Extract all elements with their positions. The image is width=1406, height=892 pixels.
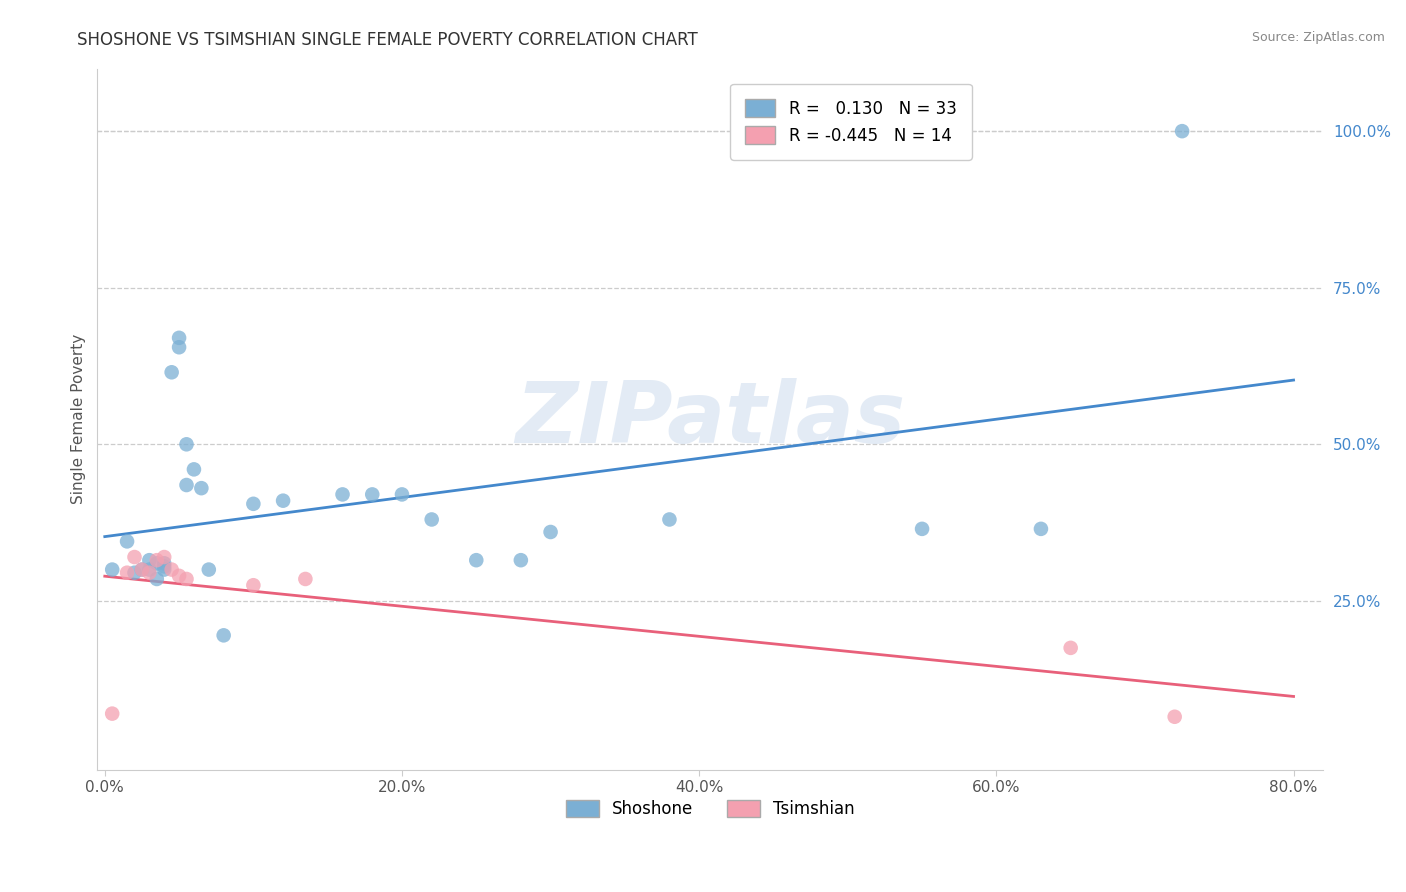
Point (146, 553, 169, 567)
Point (212, 628, 235, 642)
Point (167, 569, 190, 583)
Point (153, 549, 176, 564)
Point (160, 365, 183, 379)
Point (101, 563, 124, 577)
Point (658, 512, 681, 526)
Point (138, 553, 160, 567)
Point (332, 487, 354, 501)
Point (131, 563, 153, 577)
Point (294, 572, 316, 586)
Point (361, 487, 384, 501)
Point (153, 559, 176, 574)
Point (153, 563, 176, 577)
Point (138, 563, 160, 577)
Point (176, 572, 198, 586)
Point (131, 563, 153, 577)
Point (1059, 640, 1081, 655)
Point (1171, 124, 1194, 138)
Point (183, 462, 205, 476)
Point (167, 331, 190, 345)
Point (1029, 522, 1052, 536)
Legend: Shoshone, Tsimshian: Shoshone, Tsimshian (558, 793, 862, 825)
Point (271, 493, 294, 508)
Point (465, 553, 488, 567)
Point (420, 512, 443, 526)
Point (242, 497, 264, 511)
Text: SHOSHONE VS TSIMSHIAN SINGLE FEMALE POVERTY CORRELATION CHART: SHOSHONE VS TSIMSHIAN SINGLE FEMALE POVE… (77, 31, 699, 49)
Point (167, 340, 190, 354)
Point (153, 557, 176, 571)
Point (911, 522, 934, 536)
Point (176, 437, 198, 451)
Point (146, 572, 169, 586)
Point (115, 534, 138, 549)
Point (1163, 710, 1185, 724)
Point (176, 478, 198, 492)
Point (146, 557, 169, 571)
Point (242, 578, 264, 592)
Text: Source: ZipAtlas.com: Source: ZipAtlas.com (1251, 31, 1385, 45)
Point (115, 566, 138, 580)
Point (190, 481, 212, 495)
Point (509, 553, 531, 567)
Text: ZIPatlas: ZIPatlas (515, 377, 905, 461)
Point (198, 563, 221, 577)
Point (124, 549, 146, 564)
Point (124, 566, 146, 580)
Point (138, 566, 160, 580)
Y-axis label: Single Female Poverty: Single Female Poverty (72, 334, 86, 504)
Point (101, 706, 124, 721)
Point (160, 563, 183, 577)
Point (391, 487, 413, 501)
Point (540, 524, 562, 539)
